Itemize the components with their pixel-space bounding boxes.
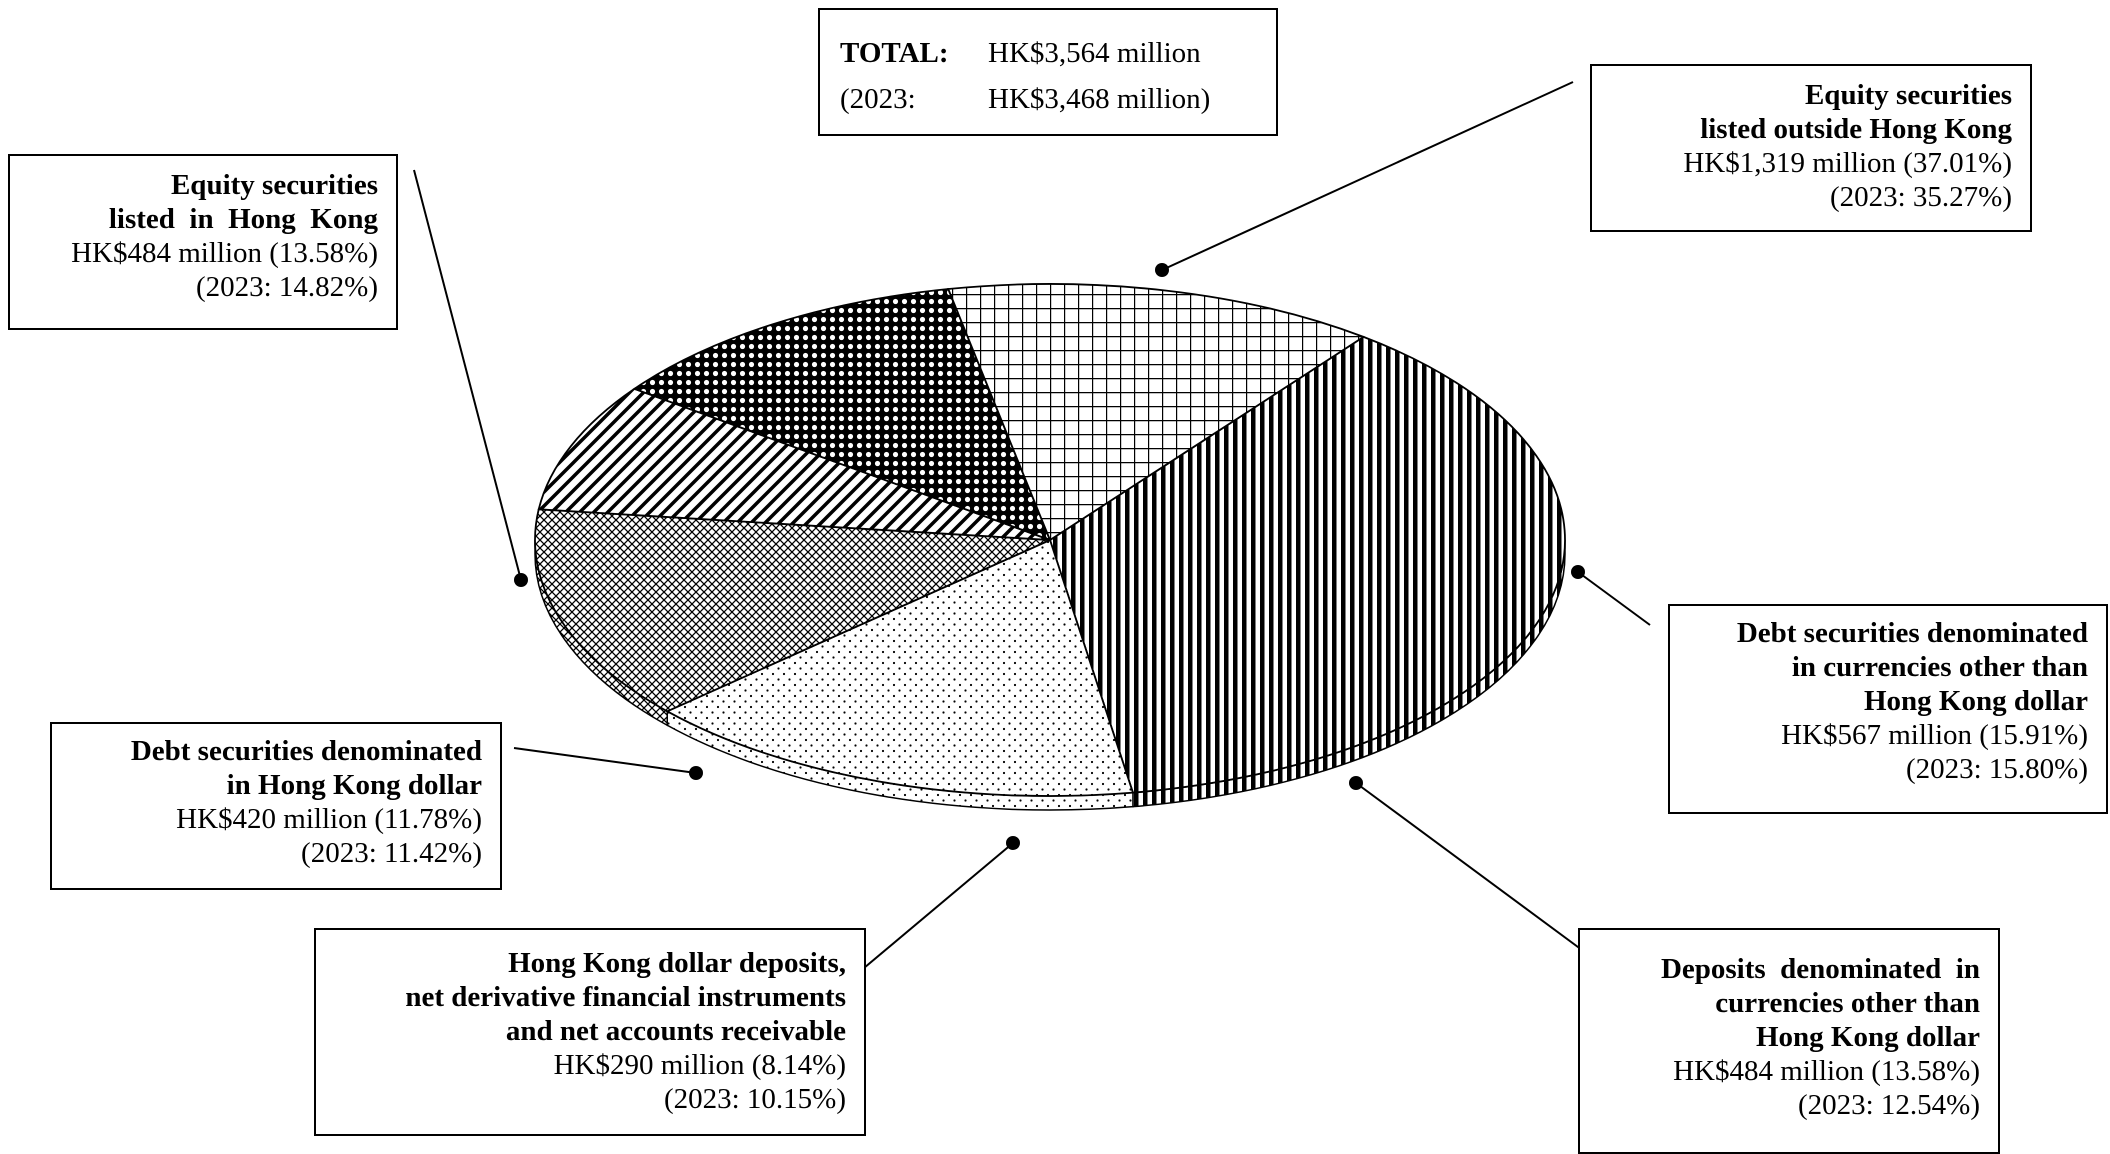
slice-amount: HK$1,319 million (37.01%)	[1683, 147, 2012, 179]
total-box: TOTAL: HK$3,564 million (2023: HK$3,468 mi…	[818, 8, 1278, 136]
pie-slice	[537, 387, 1051, 541]
leader-dot	[689, 766, 703, 780]
total-prior-value: HK$3,468 million)	[988, 83, 1211, 115]
label-equity-outside-hk: Equity securities listed outside Hong Ko…	[1590, 64, 2032, 232]
pie-slice	[1048, 335, 1566, 794]
slice-name: Equity securities	[1804, 79, 2012, 111]
leader-line	[863, 842, 1014, 969]
slice-prior: (2023: 15.80%)	[1905, 753, 2088, 785]
slice-prior: (2023: 11.42%)	[301, 837, 482, 869]
slice-name: Deposits denominated in	[1660, 953, 1980, 985]
leader-line	[1161, 81, 1574, 271]
leader-dot	[1349, 776, 1363, 790]
slice-name: and net accounts receivable	[505, 1015, 846, 1047]
slice-amount: HK$484 million (13.58%)	[1673, 1055, 1980, 1087]
label-deposits-other-currencies: Deposits denominated in currencies other…	[1578, 928, 2000, 1154]
total-value: HK$3,564 million	[988, 37, 1201, 69]
slice-name: in currencies other than	[1791, 651, 2088, 683]
label-hkd-deposits: Hong Kong dollar deposits, net derivativ…	[314, 928, 866, 1136]
label-debt-other-currencies: Debt securities denominated in currencie…	[1668, 604, 2108, 814]
slice-prior: (2023: 12.54%)	[1797, 1089, 1980, 1121]
leader-line	[513, 747, 697, 774]
slice-prior: (2023: 14.82%)	[195, 271, 378, 303]
slice-name: Debt securities denominated	[130, 735, 482, 767]
slice-name: Hong Kong dollar	[1756, 1021, 1980, 1053]
slice-name: in Hong Kong dollar	[226, 769, 482, 801]
slice-name: net derivative financial instruments	[405, 981, 846, 1013]
slice-amount: HK$567 million (15.91%)	[1781, 719, 2088, 751]
leader-dot	[1571, 565, 1585, 579]
pie-slice	[947, 283, 1366, 542]
leader-dot	[514, 573, 528, 587]
slice-amount: HK$420 million (11.78%)	[176, 803, 482, 835]
pie-slice	[534, 508, 1051, 713]
leader-dot	[1006, 836, 1020, 850]
slice-prior: (2023: 35.27%)	[1829, 181, 2012, 213]
slice-name: listed outside Hong Kong	[1700, 113, 2012, 145]
total-prior-label: (2023:	[840, 83, 916, 115]
label-debt-hkd: Debt securities denominated in Hong Kong…	[50, 722, 502, 890]
slice-prior: (2023: 10.15%)	[663, 1083, 846, 1115]
leader-dot	[1155, 263, 1169, 277]
slice-amount: HK$484 million (13.58%)	[71, 237, 378, 269]
slice-name: currencies other than	[1715, 987, 1980, 1019]
slice-name: Hong Kong dollar deposits,	[508, 947, 846, 979]
slice-name: Equity securities	[170, 169, 378, 201]
leader-line	[1577, 571, 1651, 626]
slice-name: Hong Kong dollar	[1864, 685, 2088, 717]
slice-name: Debt securities denominated	[1736, 617, 2088, 649]
pie-slice	[632, 288, 1052, 542]
slice-name: listed in Hong Kong	[108, 203, 378, 235]
total-label: TOTAL:	[840, 37, 949, 69]
slice-amount: HK$290 million (8.14%)	[553, 1049, 846, 1081]
label-equity-hk: Equity securities listed in Hong Kong HK…	[8, 154, 398, 330]
leader-line	[413, 169, 522, 581]
pie-slice	[665, 538, 1135, 797]
leader-line	[1355, 782, 1583, 951]
